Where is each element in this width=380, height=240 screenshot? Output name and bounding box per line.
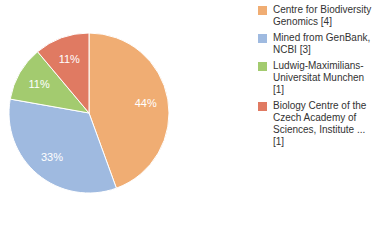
svg-text:11%: 11% <box>59 53 80 65</box>
svg-text:11%: 11% <box>29 78 50 90</box>
html-text:Mined from GenBank, NCBI [3]: Mined from GenBank, NCBI [3] <box>273 32 371 55</box>
html-text:Biology Centre of the Czech Ac: Biology Centre of the Czech Academy of S… <box>273 100 367 147</box>
html-text:Ludwig-Maximilians-Universitat: Ludwig-Maximilians-Universitat Munchen [… <box>273 60 365 95</box>
svg-text:44%: 44% <box>135 97 157 109</box>
svg-text:33%: 33% <box>41 151 63 163</box>
html-text:Centre for Biodiversity Genomi: Centre for Biodiversity Genomics [4] <box>273 4 372 27</box>
